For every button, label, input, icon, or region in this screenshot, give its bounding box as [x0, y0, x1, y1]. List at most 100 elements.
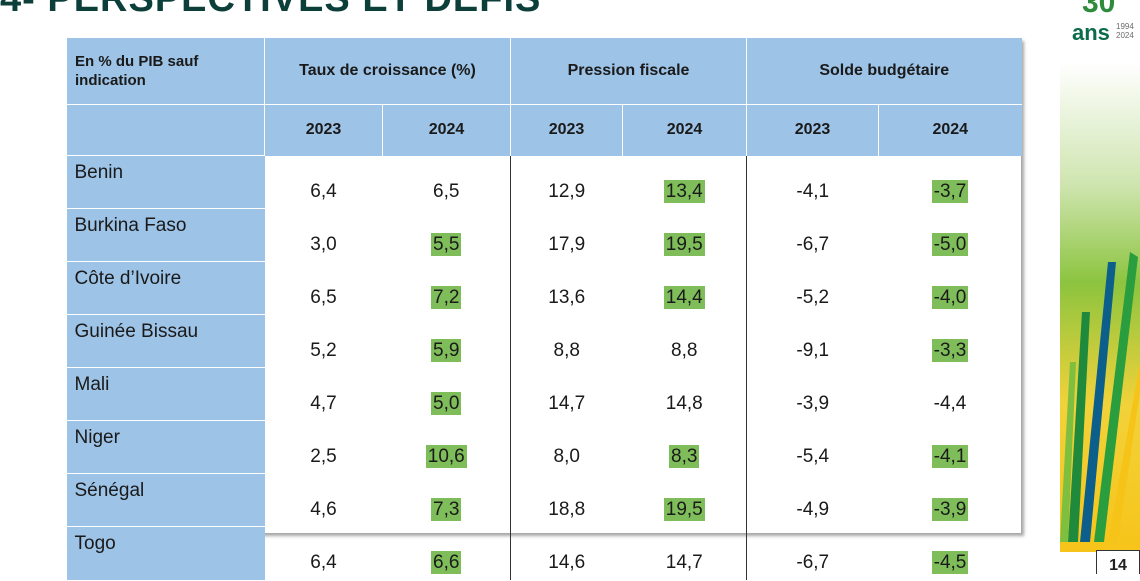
value-text: -3,9: [796, 392, 830, 414]
value-text: 2,5: [310, 445, 337, 467]
value-text: -5,2: [796, 286, 830, 308]
year-header: 2024: [382, 104, 511, 156]
value-cell: 8,8: [623, 315, 747, 368]
country-cell: Sénégal: [66, 473, 265, 527]
value-cell: -5,2: [746, 261, 879, 315]
value-text: 3,0: [310, 233, 337, 255]
value-text: 12,9: [548, 180, 586, 202]
value-text: 8,8: [553, 339, 580, 361]
value-cell: 6,5: [265, 262, 383, 315]
value-text: 18,8: [548, 498, 586, 520]
value-text: -4,4: [933, 392, 967, 414]
value-cell: -4,1: [879, 421, 1022, 474]
highlighted-value: 7,2: [431, 285, 462, 309]
anniversary-logo: 30 ans 1994 2024: [1072, 0, 1136, 50]
table-row: Sénégal 4,6 7,3 18,8 19,5 -4,9 -3,9: [66, 473, 1022, 527]
table-row: Burkina Faso 3,0 5,5 17,9 19,5 -6,7 -5,0: [66, 208, 1022, 262]
value-text: 13,6: [548, 286, 586, 308]
indicators-table: En % du PIB sauf indication Taux de croi…: [66, 38, 1022, 580]
highlighted-value: -4,5: [931, 550, 969, 574]
value-cell: 19,5: [623, 474, 747, 527]
value-cell: -5,4: [746, 420, 879, 474]
country-cell: Togo: [66, 526, 265, 580]
table-row: Togo 6,4 6,6 14,6 14,7 -6,7 -4,5: [66, 526, 1022, 580]
highlighted-value: 5,5: [431, 232, 462, 256]
value-text: 14,8: [665, 392, 703, 414]
value-text: 6,5: [433, 180, 460, 202]
value-text: 14,7: [548, 392, 586, 414]
highlighted-value: 8,3: [669, 444, 700, 468]
value-cell: 5,5: [383, 209, 511, 262]
value-cell: -4,5: [879, 527, 1022, 580]
table-header-row-groups: En % du PIB sauf indication Taux de croi…: [66, 38, 1022, 105]
highlighted-value: 10,6: [425, 444, 467, 468]
value-cell: 7,2: [383, 262, 511, 315]
year-header: 2023: [510, 104, 623, 156]
value-cell: 8,3: [623, 421, 747, 474]
highlighted-value: -3,3: [931, 338, 969, 362]
value-cell: 14,7: [510, 367, 623, 421]
year-header: 2024: [877, 104, 1022, 156]
value-cell: 2,5: [265, 421, 383, 474]
value-cell: 6,4: [265, 527, 383, 580]
value-text: 6,5: [310, 286, 337, 308]
table-row: Côte d’Ivoire 6,5 7,2 13,6 14,4 -5,2 -4,0: [66, 261, 1022, 315]
logo-word: ans: [1072, 20, 1110, 45]
highlighted-value: -5,0: [931, 232, 969, 256]
value-cell: 7,3: [383, 474, 511, 527]
table-row: Benin 6,4 6,5 12,9 13,4 -4,1 -3,7: [66, 155, 1022, 209]
value-text: 4,7: [310, 392, 337, 414]
country-cell: Niger: [66, 420, 265, 474]
value-cell: 5,2: [265, 315, 383, 368]
value-text: -9,1: [796, 339, 830, 361]
highlighted-value: -4,1: [931, 444, 969, 468]
value-cell: -4,0: [879, 262, 1022, 315]
value-cell: 6,5: [383, 156, 511, 209]
value-cell: 4,6: [265, 474, 383, 527]
value-text: 6,4: [310, 551, 337, 573]
value-cell: 13,6: [510, 261, 623, 315]
value-cell: -3,7: [879, 156, 1022, 209]
value-cell: 14,6: [510, 526, 623, 580]
country-cell: Benin: [66, 155, 265, 209]
value-text: 8,0: [553, 445, 580, 467]
year-header: 2024: [622, 104, 747, 156]
value-text: 5,2: [310, 339, 337, 361]
group-header-tax-pressure: Pression fiscale: [510, 38, 747, 105]
value-cell: -6,7: [746, 208, 879, 262]
value-cell: -6,7: [746, 526, 879, 580]
value-text: -4,9: [796, 498, 830, 520]
country-cell: Côte d’Ivoire: [66, 261, 265, 315]
highlighted-value: -4,0: [931, 285, 969, 309]
value-cell: -9,1: [746, 314, 879, 368]
value-cell: 6,6: [383, 527, 511, 580]
value-cell: 14,7: [623, 527, 747, 580]
value-cell: 5,9: [383, 315, 511, 368]
highlighted-value: 19,5: [663, 497, 705, 521]
value-cell: 5,0: [383, 368, 511, 421]
value-cell: -4,1: [746, 155, 879, 209]
decorative-stripes-graphic: [1060, 62, 1140, 552]
slide-title: 4- PERSPECTIVES ET DEFIS: [0, 0, 541, 21]
country-cell: Burkina Faso: [66, 208, 265, 262]
value-cell: 12,9: [510, 155, 623, 209]
value-text: 4,6: [310, 498, 337, 520]
value-text: 14,7: [665, 551, 703, 573]
logo-number: 30: [1082, 0, 1116, 19]
value-cell: 14,4: [623, 262, 747, 315]
highlighted-value: 5,9: [431, 338, 462, 362]
country-cell: Guinée Bissau: [66, 314, 265, 368]
highlighted-value: 5,0: [431, 391, 462, 415]
page-number: 14: [1096, 550, 1140, 574]
table-row: Guinée Bissau 5,2 5,9 8,8 8,8 -9,1 -3,3: [66, 314, 1022, 368]
highlighted-value: -3,7: [931, 179, 969, 203]
value-cell: -3,9: [746, 367, 879, 421]
value-text: 14,6: [548, 551, 586, 573]
value-cell: -4,9: [746, 473, 879, 527]
value-cell: 13,4: [623, 156, 747, 209]
value-cell: 3,0: [265, 209, 383, 262]
value-cell: 17,9: [510, 208, 623, 262]
highlighted-value: 19,5: [663, 232, 705, 256]
value-cell: -5,0: [879, 209, 1022, 262]
value-cell: 10,6: [383, 421, 511, 474]
